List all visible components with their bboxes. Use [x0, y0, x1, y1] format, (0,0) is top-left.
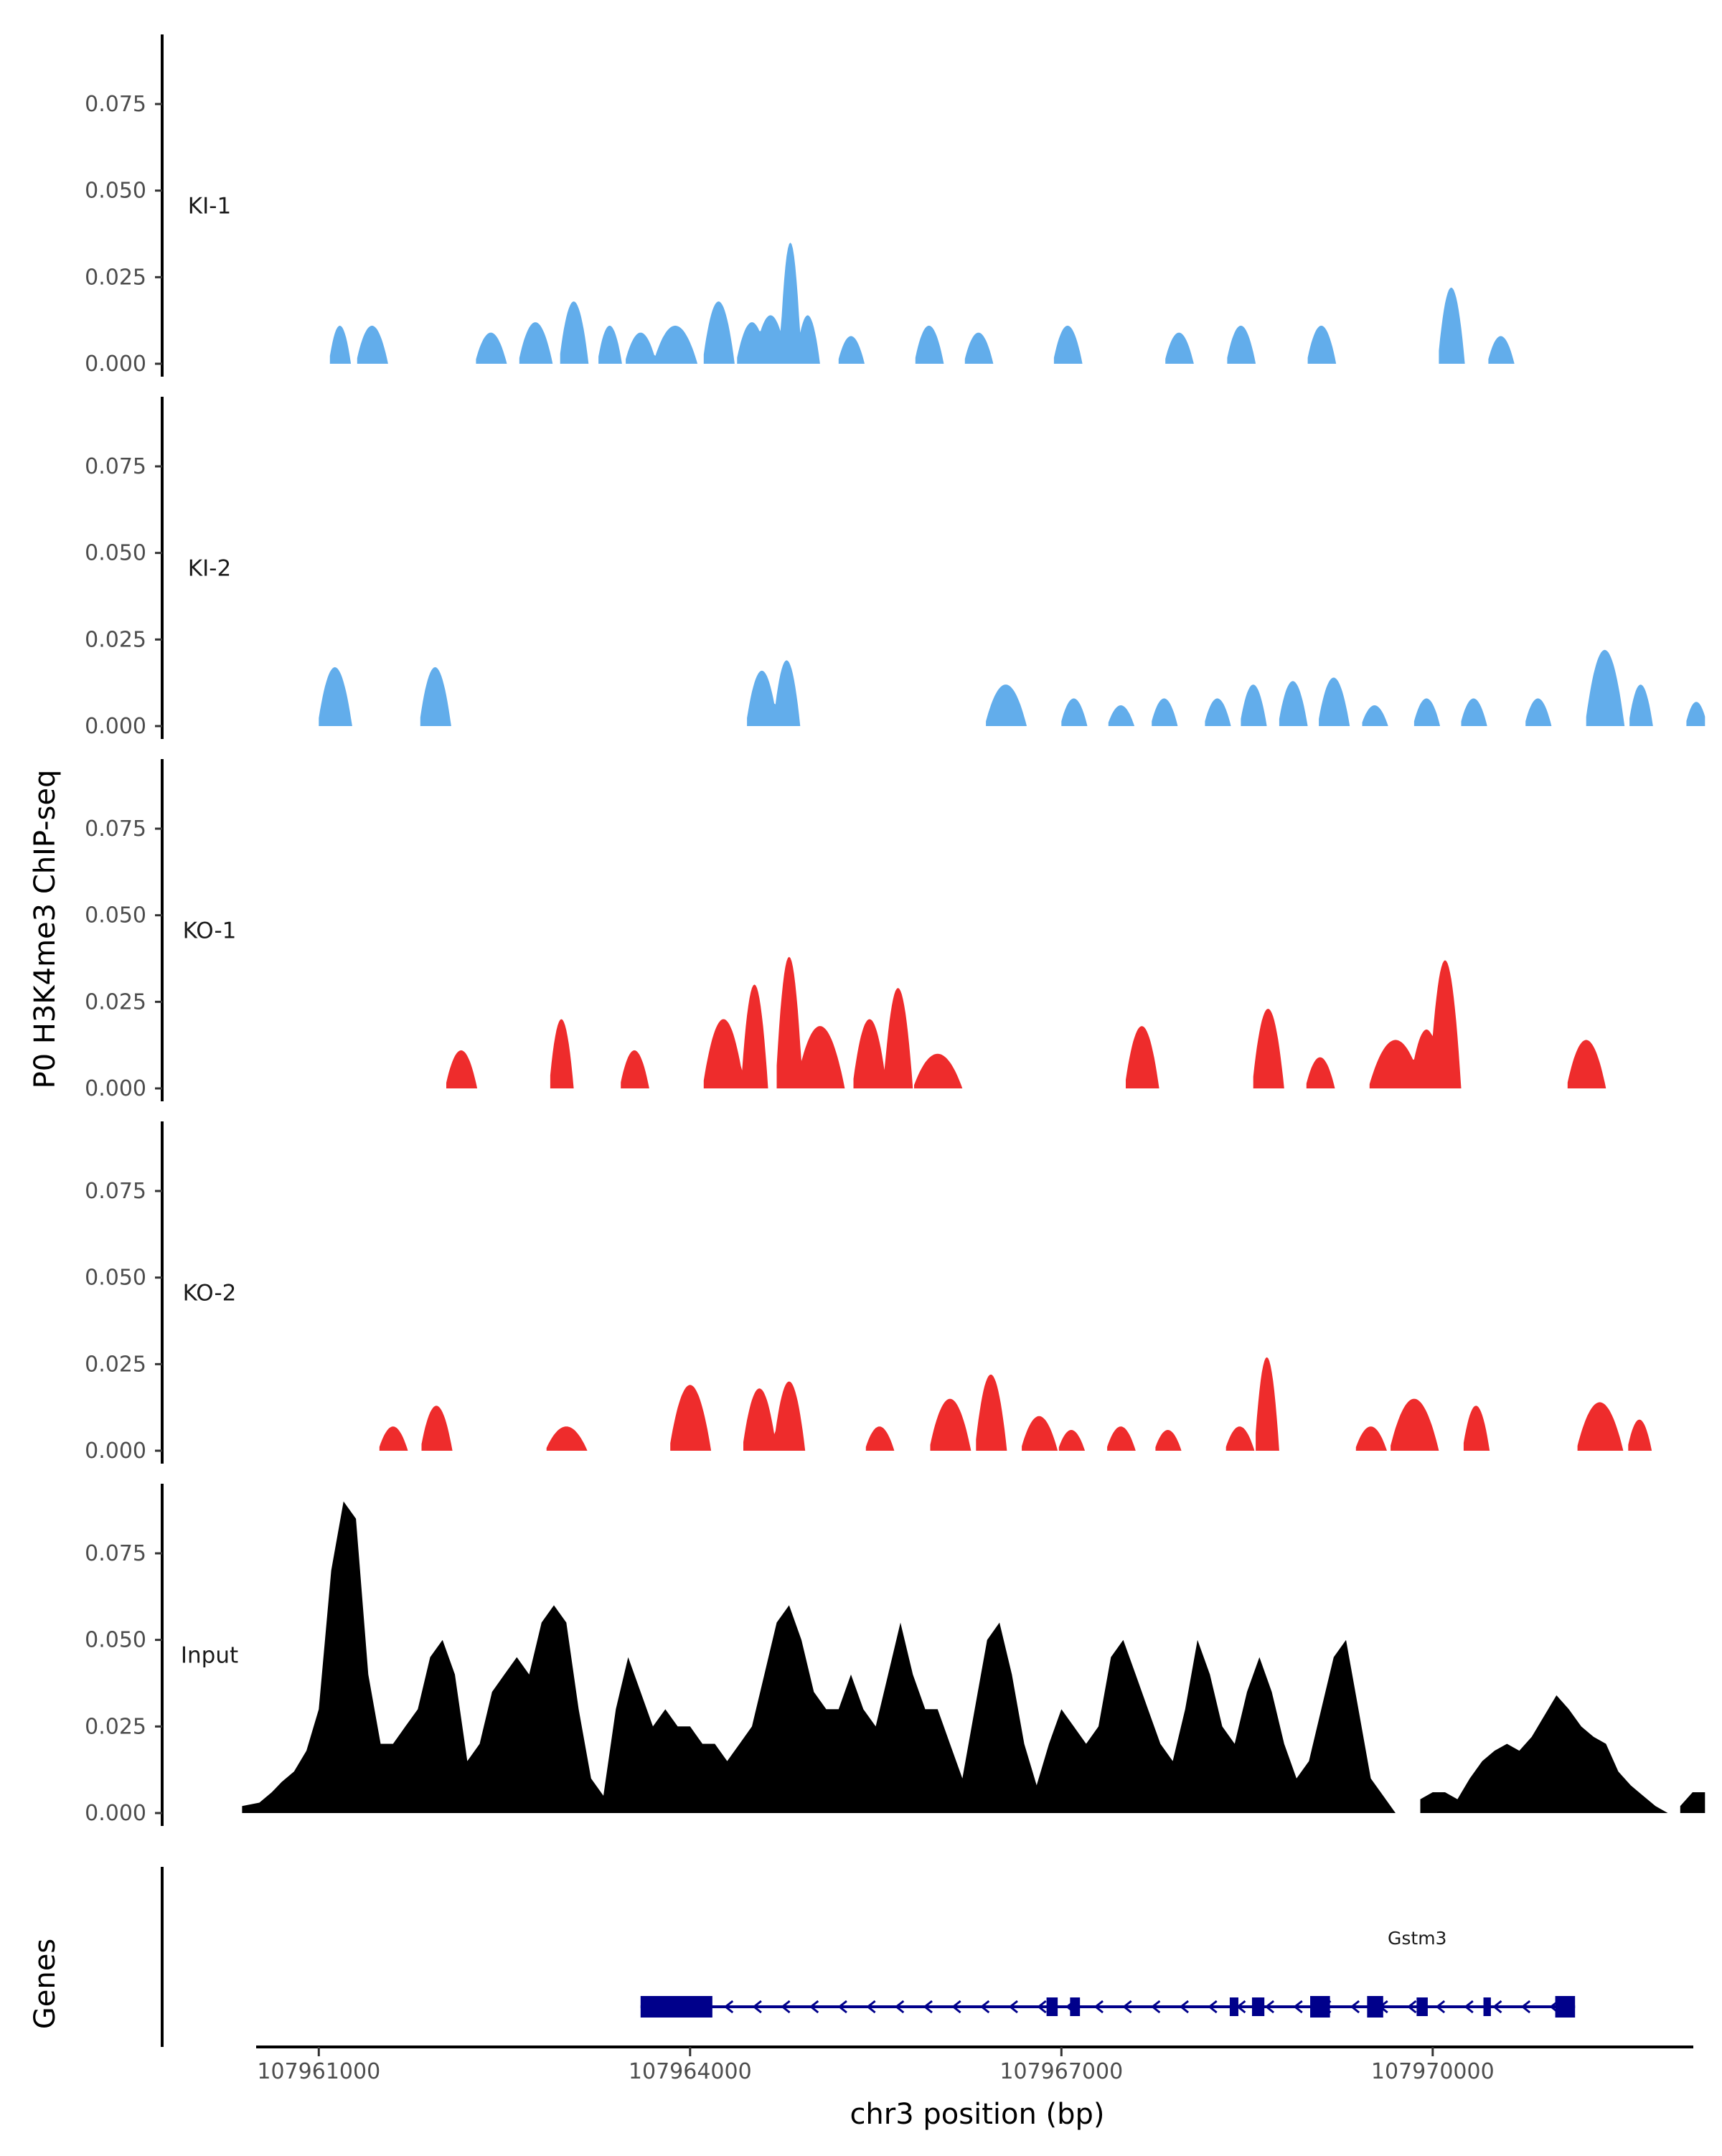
gene-exon: [1046, 1997, 1058, 2016]
y-tick-label: 0.050: [85, 903, 146, 928]
signal-area-ko-2: [379, 1357, 1652, 1451]
y-tick-label: 0.000: [85, 352, 146, 377]
gene-exon: [1367, 1996, 1383, 2018]
gene-strand-chevron: [809, 2000, 819, 2014]
x-tick-label: 107970000: [1371, 2059, 1495, 2084]
gene-strand-chevron: [979, 2000, 990, 2014]
gene-exon: [1416, 1997, 1428, 2016]
gene-exon: [1070, 1997, 1081, 2016]
gene-strand-chevron: [723, 2000, 734, 2014]
gene-strand-chevron: [1350, 2000, 1360, 2014]
gene-label-gstm3: Gstm3: [1388, 1928, 1446, 1949]
gene-strand-chevron: [1150, 2000, 1161, 2014]
gene-exon: [1251, 1997, 1265, 2016]
y-tick-label: 0.000: [85, 714, 146, 739]
gene-strand-chevron: [1435, 2000, 1446, 2014]
y-tick-label: 0.075: [85, 816, 146, 842]
y-tick-label: 0.050: [85, 1266, 146, 1291]
y-tick-label: 0.075: [85, 1179, 146, 1204]
gene-strand-chevron: [781, 2000, 791, 2014]
gene-exon: [1483, 1997, 1491, 2016]
y-tick-label: 0.000: [85, 1439, 146, 1464]
y-tick-label: 0.075: [85, 1541, 146, 1566]
gene-strand-chevron: [1520, 2000, 1531, 2014]
gene-strand-chevron: [923, 2000, 933, 2014]
y-tick-label: 0.025: [85, 265, 146, 290]
y-tick-label: 0.050: [85, 1628, 146, 1653]
x-axis-title: chr3 position (bp): [850, 2098, 1104, 2131]
gene-strand-chevron: [866, 2000, 876, 2014]
gene-exon: [1310, 1996, 1330, 2018]
genes-axis-title: Genes: [29, 1939, 62, 2029]
gene-strand-chevron: [1492, 2000, 1502, 2014]
y-tick-label: 0.050: [85, 179, 146, 204]
y-tick-label: 0.000: [85, 1076, 146, 1101]
y-tick-label: 0.000: [85, 1801, 146, 1826]
gene-exon: [1229, 1997, 1238, 2016]
track-label-ki-1: KI-1: [188, 193, 231, 219]
gene-strand-chevron: [1208, 2000, 1218, 2014]
x-tick-label: 107967000: [999, 2059, 1123, 2084]
y-tick-label: 0.025: [85, 989, 146, 1015]
gene-exon: [1555, 1996, 1576, 2018]
track-label-ko-2: KO-2: [183, 1280, 237, 1306]
y-tick-label: 0.025: [85, 1714, 146, 1739]
signal-area-input: [242, 1501, 1705, 1813]
gene-strand-chevron: [1008, 2000, 1018, 2014]
track-label-input: Input: [181, 1642, 238, 1668]
gene-strand-chevron: [1179, 2000, 1190, 2014]
gene-strand-chevron: [951, 2000, 961, 2014]
signal-area-ki-2: [319, 649, 1705, 726]
gene-exon: [640, 1996, 712, 2018]
gene-strand-chevron: [1407, 2000, 1417, 2014]
gene-strand-chevron: [1264, 2000, 1275, 2014]
gene-strand-chevron: [1122, 2000, 1132, 2014]
x-tick-label: 107964000: [629, 2059, 752, 2084]
gene-strand-chevron: [1464, 2000, 1474, 2014]
y-tick-label: 0.075: [85, 92, 146, 117]
signal-area-ki-1: [329, 243, 1515, 364]
track-label-ko-1: KO-1: [183, 918, 237, 943]
y-tick-label: 0.025: [85, 1352, 146, 1377]
y-tick-label: 0.050: [85, 541, 146, 566]
gene-strand-chevron: [894, 2000, 905, 2014]
gene-strand-chevron: [1093, 2000, 1104, 2014]
signal-area-ko-1: [446, 956, 1606, 1088]
y-tick-label: 0.075: [85, 454, 146, 479]
gene-strand-chevron: [1293, 2000, 1303, 2014]
x-tick-label: 107961000: [257, 2059, 380, 2084]
gene-strand-chevron: [837, 2000, 847, 2014]
gene-strand-chevron: [1037, 2000, 1047, 2014]
y-tick-label: 0.025: [85, 627, 146, 652]
y-axis-title: P0 H3K4me3 ChIP-seq: [29, 770, 62, 1089]
track-label-ki-2: KI-2: [188, 555, 231, 581]
gene-strand-chevron: [752, 2000, 762, 2014]
